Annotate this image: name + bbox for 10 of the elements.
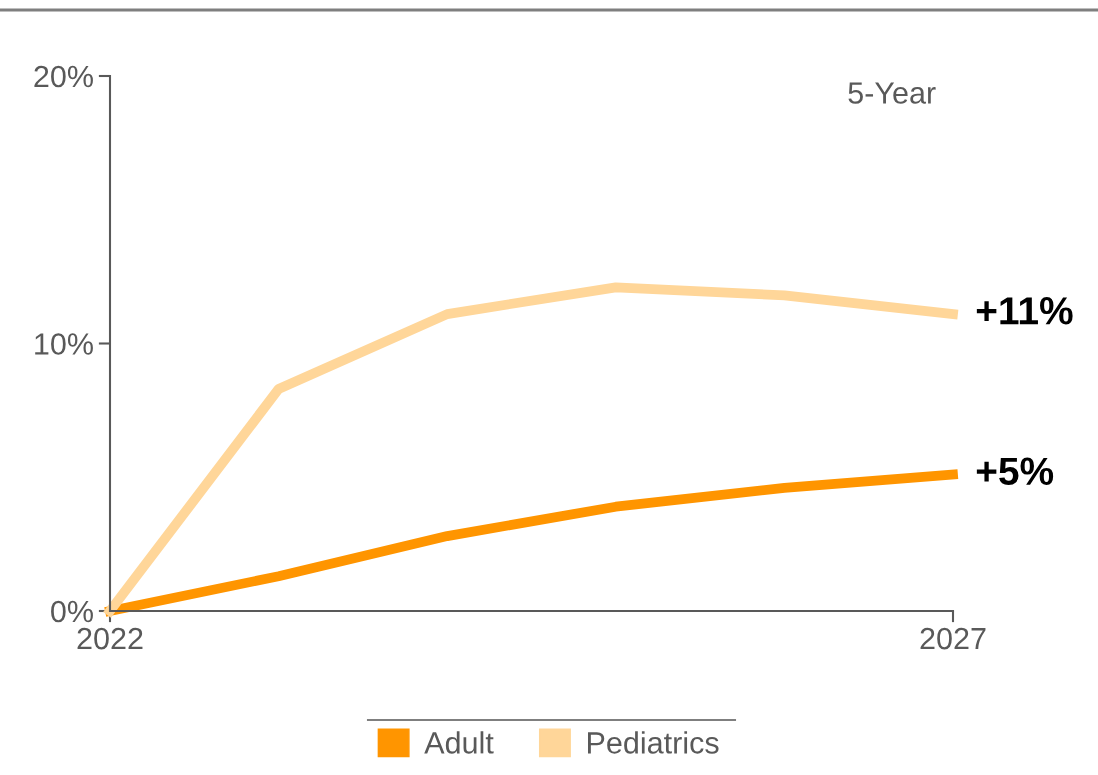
y-tick-label: 10% bbox=[35, 333, 93, 355]
legend-label: Adult bbox=[424, 731, 494, 754]
y-tick-label: 0% bbox=[51, 600, 93, 623]
annotation: +11% bbox=[976, 297, 1073, 325]
x-tick-label: 2027 bbox=[920, 627, 986, 650]
y-tick-label: 20% bbox=[34, 65, 93, 88]
x-tick-label: 2022 bbox=[77, 627, 143, 650]
annotation: 5-Year bbox=[848, 82, 936, 104]
annotation: +5% bbox=[976, 457, 1054, 486]
legend-label: Pediatrics bbox=[588, 731, 719, 754]
